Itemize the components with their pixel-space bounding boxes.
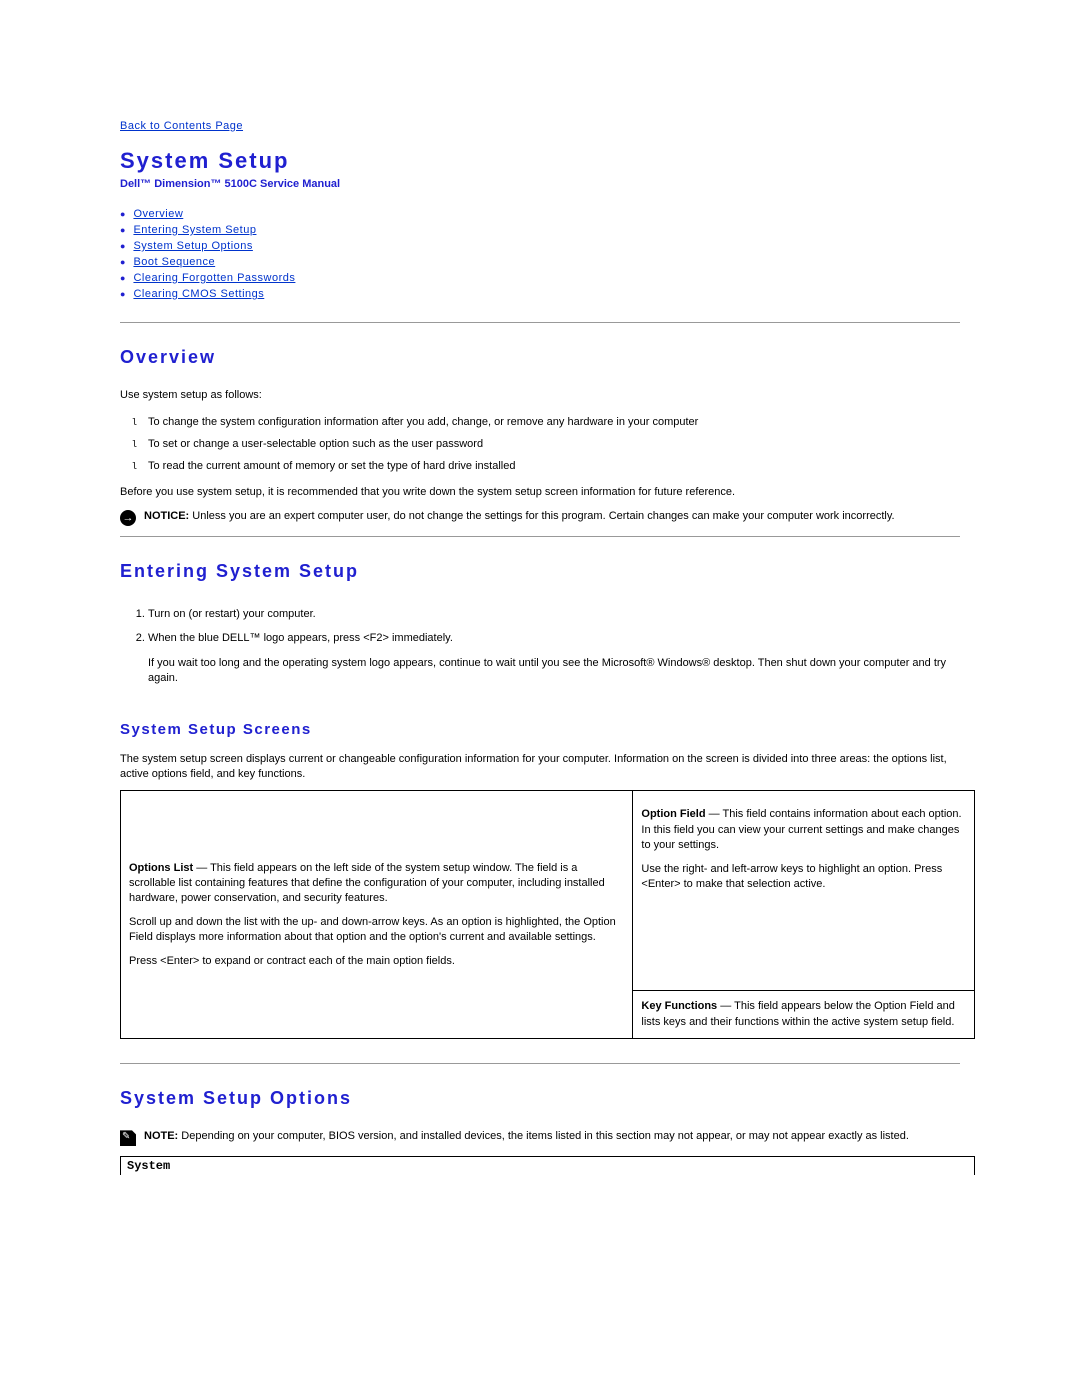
toc-link-boot[interactable]: Boot Sequence <box>133 256 215 268</box>
notice-text: NOTICE: Unless you are an expert compute… <box>144 509 895 524</box>
overview-intro: Use system setup as follows: <box>120 388 960 403</box>
divider <box>120 536 960 537</box>
toc-link-entering[interactable]: Entering System Setup <box>133 224 256 236</box>
options-list-cell: Options List — This field appears on the… <box>121 791 633 1039</box>
divider <box>120 322 960 323</box>
system-table-header: System <box>120 1156 975 1175</box>
back-to-contents-link[interactable]: Back to Contents Page <box>120 120 243 132</box>
toc-link-overview[interactable]: Overview <box>133 208 183 220</box>
document-page: Back to Contents Page System Setup Dell™… <box>0 0 1080 1215</box>
entering-heading: Entering System Setup <box>120 561 960 582</box>
options-heading: System Setup Options <box>120 1088 960 1109</box>
note-block: NOTE: Depending on your computer, BIOS v… <box>120 1129 960 1146</box>
toc-link-options[interactable]: System Setup Options <box>133 240 252 252</box>
step-1: Turn on (or restart) your computer. <box>148 602 960 626</box>
overview-bullet: To change the system configuration infor… <box>148 411 960 433</box>
page-title: System Setup <box>120 148 960 174</box>
overview-bullets: To change the system configuration infor… <box>120 411 960 477</box>
overview-bullet: To read the current amount of memory or … <box>148 455 960 477</box>
overview-bullet: To set or change a user-selectable optio… <box>148 433 960 455</box>
note-text: NOTE: Depending on your computer, BIOS v… <box>144 1129 909 1144</box>
divider <box>120 1063 960 1064</box>
manual-subtitle: Dell™ Dimension™ 5100C Service Manual <box>120 178 960 190</box>
screens-intro: The system setup screen displays current… <box>120 752 960 783</box>
toc-link-cmos[interactable]: Clearing CMOS Settings <box>133 288 264 300</box>
step-2: When the blue DELL™ logo appears, press … <box>148 626 960 693</box>
notice-block: → NOTICE: Unless you are an expert compu… <box>120 509 960 526</box>
note-icon <box>120 1130 136 1146</box>
table-of-contents: Overview Entering System Setup System Se… <box>120 206 960 302</box>
screens-table: Options List — This field appears on the… <box>120 790 975 1039</box>
system-header-cell: System <box>121 1157 975 1176</box>
notice-icon: → <box>120 510 136 526</box>
screens-heading: System Setup Screens <box>120 721 960 738</box>
entering-steps: Turn on (or restart) your computer. When… <box>120 602 960 693</box>
key-functions-cell: Key Functions — This field appears below… <box>633 991 975 1039</box>
option-field-cell: Option Field — This field contains infor… <box>633 791 975 991</box>
toc-link-passwords[interactable]: Clearing Forgotten Passwords <box>133 272 295 284</box>
overview-before: Before you use system setup, it is recom… <box>120 485 960 500</box>
overview-heading: Overview <box>120 347 960 368</box>
step-2-note: If you wait too long and the operating s… <box>148 656 960 687</box>
